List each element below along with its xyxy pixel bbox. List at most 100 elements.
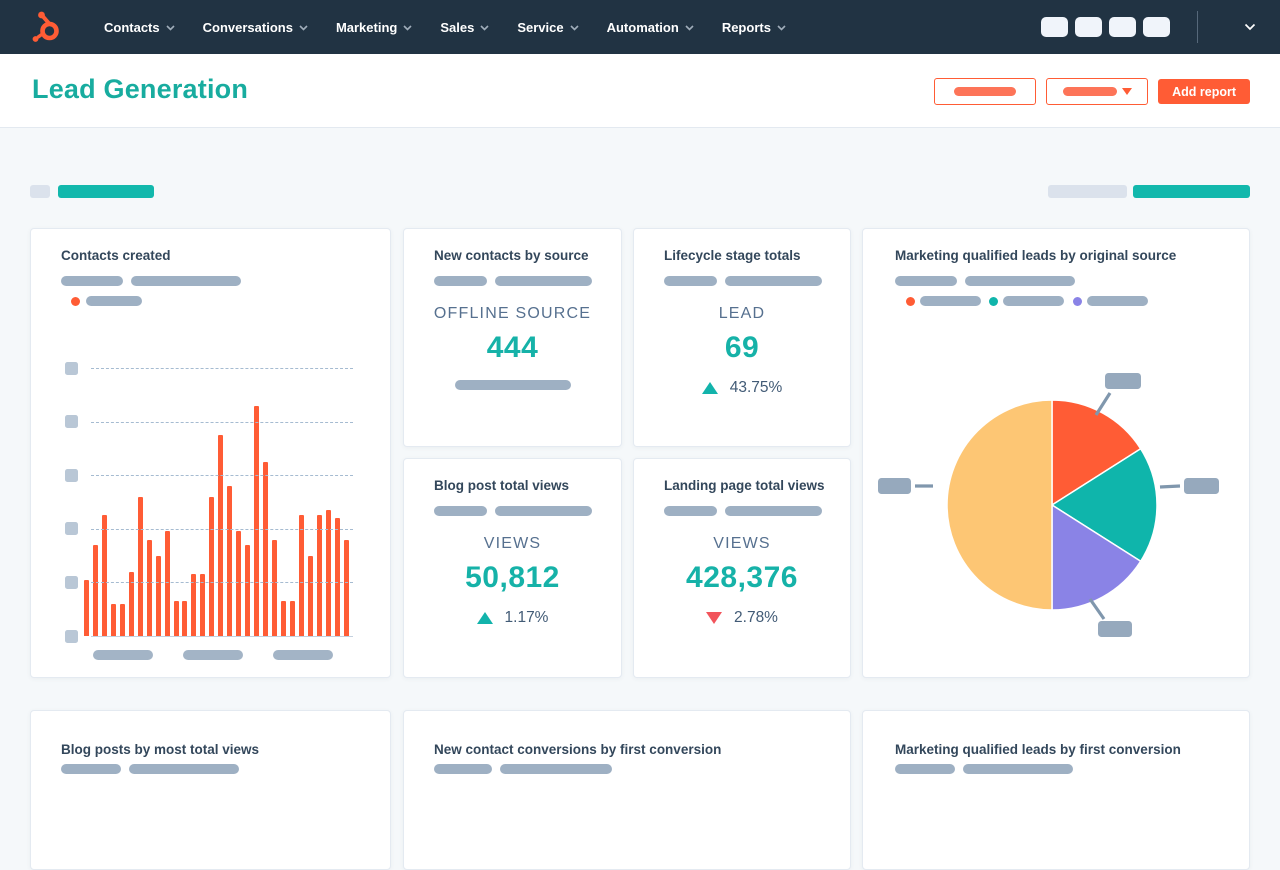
bar (254, 405, 260, 636)
subtitle-placeholder (664, 506, 717, 516)
subtitle-placeholder (895, 764, 955, 774)
metric-delta: 43.75% (634, 379, 850, 397)
nav-item-label: Marketing (335, 19, 398, 35)
delta-direction-icon (701, 382, 718, 394)
nav-item-reports[interactable]: Reports (708, 20, 800, 35)
subtitle-placeholder (895, 276, 957, 286)
report-title: Contacts created (61, 248, 171, 263)
subtitle-placeholder (725, 276, 822, 286)
nav-item-automation[interactable]: Automation (593, 20, 708, 35)
delta-percent: 43.75% (729, 379, 783, 396)
account-chevron-down-icon[interactable] (1244, 23, 1256, 31)
chevron-down-icon (777, 25, 786, 31)
pie-slice (1051, 399, 1142, 506)
callout-label-placeholder (878, 478, 911, 494)
metric-delta: 1.17% (404, 609, 621, 627)
range-toggle-placeholder[interactable] (1048, 185, 1127, 198)
nav-item-label: Automation (606, 19, 679, 35)
pie-slice (1051, 447, 1158, 563)
bar (316, 515, 322, 636)
y-tick-label-placeholder (65, 415, 78, 429)
subtitle-placeholder (434, 276, 487, 286)
delta-percent: 2.78% (734, 609, 778, 626)
report-title: Blog post total views (434, 478, 570, 493)
delta-percent: 1.17% (504, 609, 549, 626)
top-nav: Contacts Conversations Marketing Sales S… (0, 0, 1280, 54)
dashboard-actions-dropdown[interactable] (1046, 78, 1149, 105)
dashboard-action-button[interactable] (934, 78, 1037, 105)
legend-label-placeholder (1087, 296, 1148, 306)
y-tick-label-placeholder (65, 468, 78, 482)
callout-label-placeholder (1184, 478, 1219, 494)
nav-item-label: Contacts (104, 19, 160, 35)
bar (298, 515, 304, 636)
nav-utility-area (1041, 0, 1280, 54)
chevron-down-icon (685, 25, 694, 31)
bar (128, 571, 134, 636)
bar (209, 496, 215, 636)
nav-utility-icon-4[interactable] (1143, 17, 1170, 37)
filter-toggle-placeholder[interactable] (30, 185, 50, 198)
nav-item-label: Conversations (202, 19, 293, 35)
metric-label: LEAD (718, 305, 766, 322)
bar (92, 544, 98, 636)
callout-line (1159, 484, 1181, 489)
card-new-contacts-by-source: New contacts by source OFFLINE SOURCE 44… (403, 228, 622, 447)
metric-value: 428,376 (686, 561, 798, 594)
subtitle-placeholder (963, 764, 1073, 774)
bar (137, 496, 143, 636)
metric-label: VIEWS (483, 535, 542, 552)
bar (155, 555, 161, 636)
nav-divider (1197, 11, 1198, 43)
nav-utility-icon-1[interactable] (1041, 17, 1068, 37)
gridline (91, 368, 353, 369)
subtitle-placeholder (61, 764, 121, 774)
nav-item-label: Sales (440, 19, 475, 35)
metric-value: 444 (486, 331, 539, 364)
nav-item-conversations[interactable]: Conversations (189, 20, 322, 35)
chevron-down-icon (166, 25, 175, 31)
bar (236, 531, 242, 636)
report-title: Marketing qualified leads by first conve… (895, 742, 1181, 757)
x-axis-label-placeholder (93, 650, 153, 660)
hubspot-logo-icon[interactable] (28, 8, 64, 46)
card-new-contact-conversions: New contact conversions by first convers… (403, 710, 851, 870)
nav-item-contacts[interactable]: Contacts (90, 20, 189, 35)
bar (101, 515, 107, 636)
bar (289, 601, 295, 636)
subtitle-placeholder (495, 276, 592, 286)
nav-utility-icon-3[interactable] (1109, 17, 1136, 37)
primary-nav-menu: Contacts Conversations Marketing Sales S… (90, 20, 800, 35)
report-title: New contact conversions by first convers… (434, 742, 722, 757)
legend-label-placeholder (920, 296, 981, 306)
legend-dot-icon (989, 297, 998, 306)
card-contacts-created: Contacts created (30, 228, 391, 678)
legend-dot-icon (906, 297, 915, 306)
subtitle-placeholder (500, 764, 612, 774)
add-report-button[interactable]: Add report (1158, 79, 1250, 104)
subtitle-placeholder (129, 764, 239, 774)
subtitle-placeholder (434, 506, 487, 516)
bar (325, 510, 331, 636)
chevron-down-icon (480, 25, 489, 31)
delta-direction-icon (476, 612, 493, 624)
filter-active-placeholder[interactable] (58, 185, 154, 198)
bar (280, 601, 286, 636)
nav-item-service[interactable]: Service (503, 20, 592, 35)
metric-footer-placeholder (454, 380, 571, 390)
pie-slices (946, 399, 1158, 611)
report-title: Blog posts by most total views (61, 742, 260, 757)
card-blog-posts-by-most-total-views: Blog posts by most total views (30, 710, 391, 870)
bar (334, 518, 340, 636)
y-tick-label-placeholder (65, 361, 78, 375)
bar (343, 539, 349, 636)
x-axis-label-placeholder (273, 650, 333, 660)
bar (110, 603, 116, 636)
nav-utility-icon-2[interactable] (1075, 17, 1102, 37)
range-active-placeholder[interactable] (1133, 185, 1250, 198)
nav-item-marketing[interactable]: Marketing (322, 20, 426, 35)
y-tick-label-placeholder (65, 575, 78, 589)
card-mql-by-first-conversion: Marketing qualified leads by first conve… (862, 710, 1250, 870)
nav-item-sales[interactable]: Sales (426, 20, 503, 35)
subtitle-placeholder (725, 506, 822, 516)
